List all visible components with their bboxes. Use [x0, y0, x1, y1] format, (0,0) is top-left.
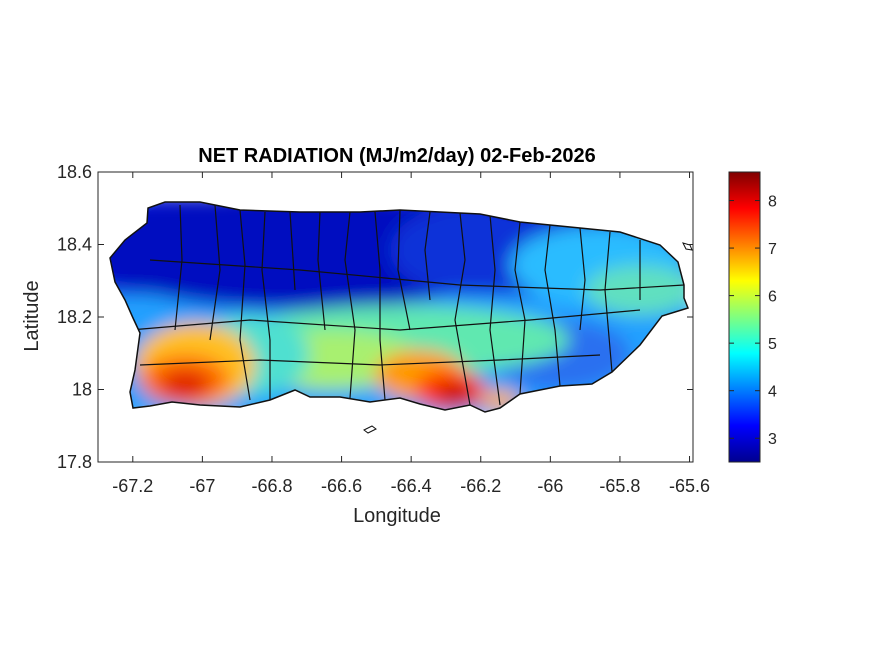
- y-tick-label: 18: [72, 380, 92, 400]
- y-tick-label: 18.4: [57, 235, 92, 255]
- y-axis-label: Latitude: [21, 280, 43, 351]
- x-tick-label: -66.4: [391, 476, 432, 496]
- chart-title: NET RADIATION (MJ/m2/day) 02-Feb-2026: [198, 145, 596, 167]
- colorbar-tick-label: 4: [768, 384, 777, 401]
- small-island: [363, 425, 377, 434]
- x-tick-label: -66.6: [321, 476, 362, 496]
- x-tick-label: -67: [189, 476, 215, 496]
- x-tick-label: -66: [537, 476, 563, 496]
- colorbar-tick-label: 8: [768, 194, 777, 211]
- x-tick-label: -65.8: [599, 476, 640, 496]
- colorbar-tick-label: 5: [768, 336, 777, 353]
- x-tick-label: -66.2: [460, 476, 501, 496]
- colorbar-ticks: 3 4 5 6 7 8: [729, 194, 777, 448]
- x-tick-label: -65.6: [669, 476, 710, 496]
- colorbar-tick-label: 3: [768, 431, 777, 448]
- y-axis-ticks: 17.8 18 18.2 18.4 18.6: [57, 162, 693, 472]
- y-tick-label: 18.6: [57, 162, 92, 182]
- colorbar-tick-label: 6: [768, 289, 777, 306]
- municipal-boundaries: [129, 204, 685, 406]
- x-axis-label: Longitude: [353, 505, 441, 527]
- x-axis-ticks: -67.2 -67 -66.8 -66.6 -66.4 -66.2 -66 -65.8 -65.…: [112, 172, 710, 496]
- x-tick-label: -66.8: [251, 476, 292, 496]
- colorbar: [728, 171, 761, 463]
- y-tick-label: 17.8: [57, 452, 92, 472]
- y-tick-label: 18.2: [57, 307, 92, 327]
- x-tick-label: -67.2: [112, 476, 153, 496]
- colorbar-tick-label: 7: [768, 241, 777, 258]
